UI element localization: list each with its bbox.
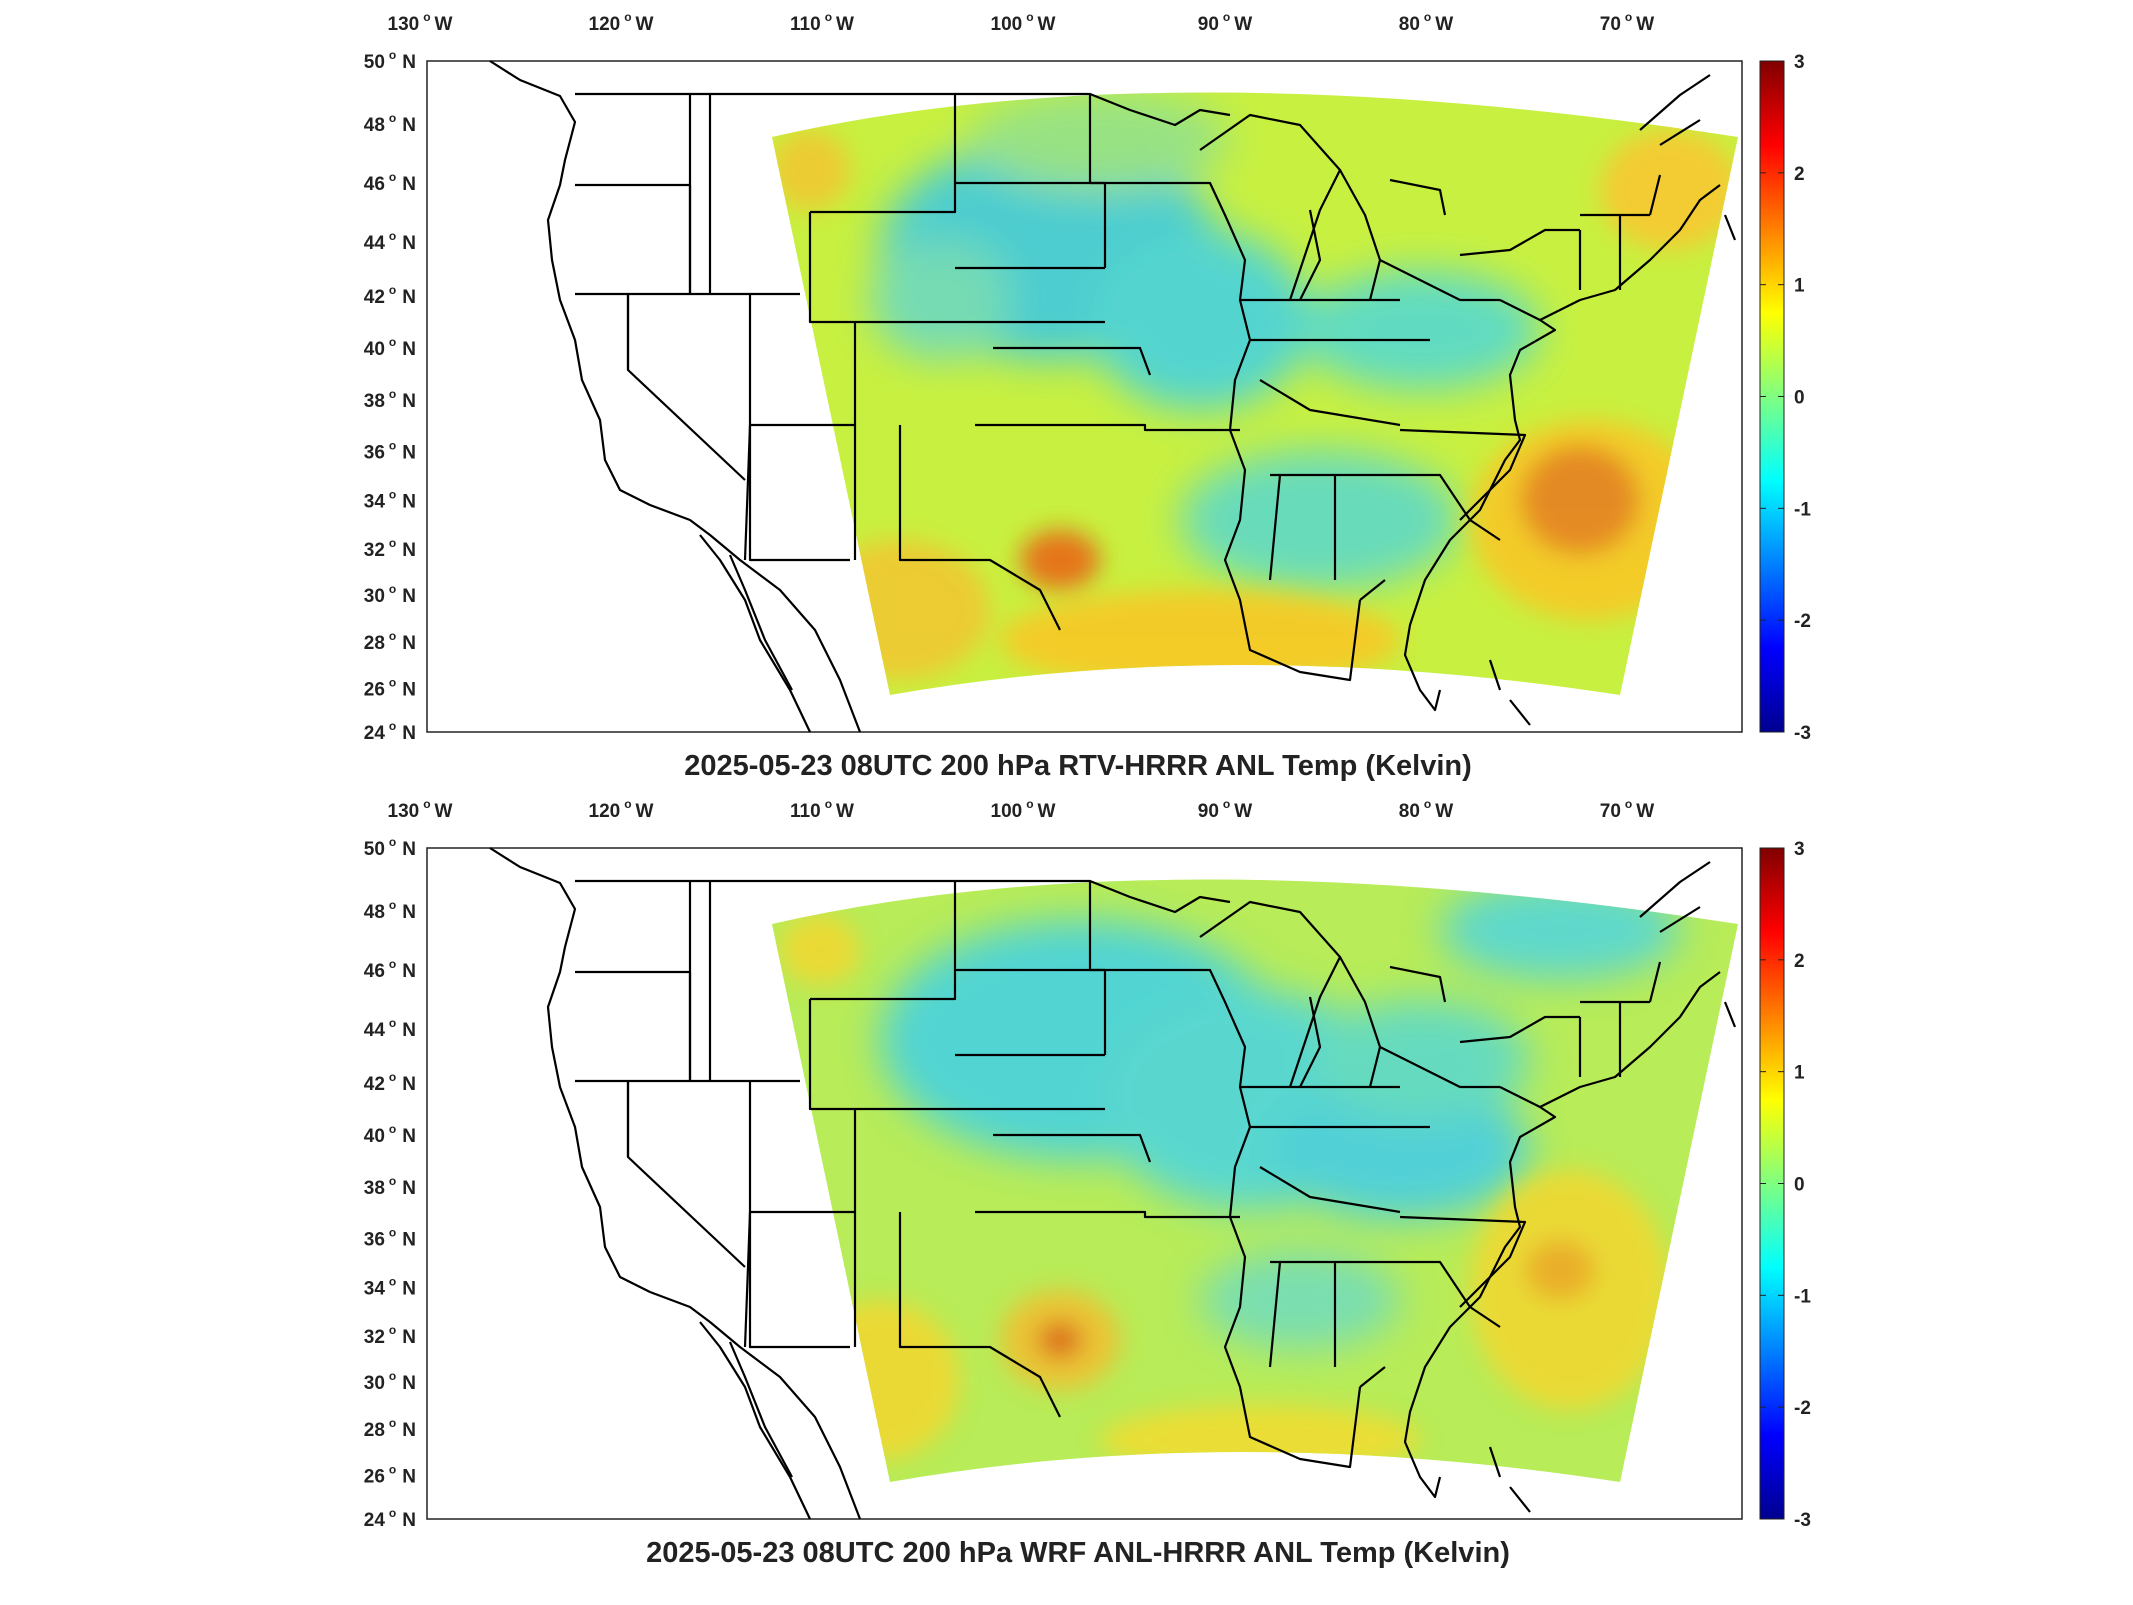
lon-tick-label: 80 o W bbox=[1399, 797, 1453, 822]
colorbar-tick-label: 1 bbox=[1794, 276, 1805, 297]
panel-title: 2025-05-23 08UTC 200 hPa RTV-HRRR ANL Te… bbox=[684, 750, 1472, 782]
lat-tick-label: 26 o N bbox=[364, 1462, 416, 1487]
lon-tick-label: 90 o W bbox=[1198, 10, 1252, 35]
lat-tick-label: 50 o N bbox=[364, 835, 416, 860]
colorbar: 3 2 1 0 -1 -2 -3 bbox=[1759, 52, 1811, 744]
lat-tick-label: 32 o N bbox=[364, 536, 416, 561]
colorbar-tick-labels: 3 2 1 0 -1 -2 -3 bbox=[1760, 52, 1811, 744]
lat-tick-labels: 50 o N 48 o N 46 o N 44 o N 42 o N 40 o N 38 o N 36 o N 34 o N 32 o N… bbox=[364, 835, 416, 1531]
lat-tick-label: 32 o N bbox=[364, 1323, 416, 1348]
lat-tick-label: 38 o N bbox=[364, 387, 416, 412]
temperature-field bbox=[772, 879, 1738, 1482]
lon-tick-labels: 130 o W 120 o W 110 o W 100 o W 90 o W 80 o W 70 o W bbox=[388, 10, 1655, 35]
lat-tick-label: 38 o N bbox=[364, 1174, 416, 1199]
lat-tick-label: 30 o N bbox=[364, 1369, 416, 1394]
lat-tick-label: 24 o N bbox=[364, 719, 416, 744]
lon-tick-label: 130 o W bbox=[388, 10, 453, 35]
map-panel-wrf: 130 o W 120 o W 110 o W 100 o W 90 o W 80 o W 70 o W 50 o N 48 o… bbox=[364, 797, 1812, 1569]
lon-tick-label: 110 o W bbox=[790, 797, 854, 822]
lon-tick-label: 120 o W bbox=[589, 797, 654, 822]
colorbar-tick-label: -1 bbox=[1794, 1286, 1811, 1307]
lon-tick-label: 70 o W bbox=[1600, 797, 1654, 822]
temperature-field bbox=[772, 92, 1738, 695]
lat-tick-label: 24 o N bbox=[364, 1506, 416, 1531]
colorbar: 3 2 1 0 -1 -2 -3 bbox=[1759, 839, 1811, 1531]
colorbar-tick-label: 1 bbox=[1794, 1063, 1805, 1084]
lon-tick-labels: 130 o W 120 o W 110 o W 100 o W 90 o W 80 o W 70 o W bbox=[388, 797, 1655, 822]
lat-tick-label: 46 o N bbox=[364, 957, 416, 982]
colorbar-tick-label: -3 bbox=[1794, 723, 1811, 744]
lat-tick-label: 46 o N bbox=[364, 170, 416, 195]
lat-tick-label: 30 o N bbox=[364, 582, 416, 607]
colorbar-tick-labels: 3 2 1 0 -1 -2 -3 bbox=[1760, 839, 1811, 1531]
lat-tick-label: 28 o N bbox=[364, 1416, 416, 1441]
lat-tick-label: 50 o N bbox=[364, 48, 416, 73]
lat-tick-label: 40 o N bbox=[364, 1122, 416, 1147]
colorbar-tick-label: 2 bbox=[1794, 951, 1805, 972]
colorbar-tick-label: 0 bbox=[1794, 388, 1805, 409]
lon-tick-label: 130 o W bbox=[388, 797, 453, 822]
lat-tick-label: 44 o N bbox=[364, 229, 416, 254]
lon-tick-label: 70 o W bbox=[1600, 10, 1654, 35]
colorbar-tick-label: 3 bbox=[1794, 839, 1805, 860]
lat-tick-label: 28 o N bbox=[364, 629, 416, 654]
lon-tick-label: 90 o W bbox=[1198, 797, 1252, 822]
lon-tick-label: 100 o W bbox=[991, 10, 1056, 35]
lat-tick-label: 26 o N bbox=[364, 675, 416, 700]
colorbar-tick-label: -2 bbox=[1794, 1398, 1811, 1419]
colorbar-tick-label: -1 bbox=[1794, 499, 1811, 520]
coastlines-and-borders bbox=[489, 60, 1737, 733]
lon-tick-label: 120 o W bbox=[589, 10, 654, 35]
map-panel-rtv: 130 o W 120 o W 110 o W 100 o W 90 o W 80 o W 70 o W 50 o N 48 o… bbox=[364, 10, 1812, 782]
lat-tick-label: 44 o N bbox=[364, 1016, 416, 1041]
lat-tick-labels: 50 o N 48 o N 46 o N 44 o N 42 o N 40 o N 38 o N 36 o N 34 o N 32 o N… bbox=[364, 48, 416, 744]
panel-title: 2025-05-23 08UTC 200 hPa WRF ANL-HRRR AN… bbox=[646, 1537, 1510, 1569]
colorbar-tick-label: -3 bbox=[1794, 1510, 1811, 1531]
lat-tick-label: 42 o N bbox=[364, 1070, 416, 1095]
lat-tick-label: 40 o N bbox=[364, 335, 416, 360]
colorbar-tick-label: 3 bbox=[1794, 52, 1805, 73]
lon-tick-label: 110 o W bbox=[790, 10, 854, 35]
lat-tick-label: 36 o N bbox=[364, 439, 416, 464]
lat-tick-label: 36 o N bbox=[364, 1226, 416, 1251]
lat-tick-label: 34 o N bbox=[364, 488, 416, 513]
coastlines-and-borders bbox=[489, 847, 1737, 1520]
colorbar-tick-label: 2 bbox=[1794, 164, 1805, 185]
colorbar-tick-label: 0 bbox=[1794, 1175, 1805, 1196]
colorbar-tick-label: -2 bbox=[1794, 611, 1811, 632]
lat-tick-label: 34 o N bbox=[364, 1275, 416, 1300]
lat-tick-label: 42 o N bbox=[364, 283, 416, 308]
lon-tick-label: 80 o W bbox=[1399, 10, 1453, 35]
lat-tick-label: 48 o N bbox=[364, 898, 416, 923]
lat-tick-label: 48 o N bbox=[364, 111, 416, 136]
lon-tick-label: 100 o W bbox=[991, 797, 1056, 822]
